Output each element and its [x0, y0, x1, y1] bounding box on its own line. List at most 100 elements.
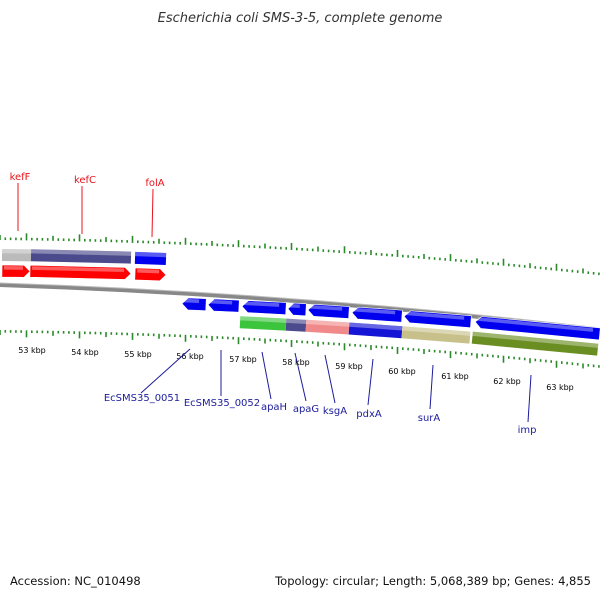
lower-feature-band-body	[305, 319, 350, 335]
gene-leader-line	[140, 348, 191, 394]
lower-feature-band-shine	[286, 318, 307, 325]
lower-feature-band	[401, 326, 471, 344]
forward-cds-arrow	[1, 264, 31, 278]
map-title: Escherichia coli SMS-3-5, complete genom…	[158, 11, 443, 26]
upper-gene-labels: kefF kefC folA	[10, 172, 165, 238]
forward-cds-arrow-body	[29, 264, 132, 280]
reverse-cds-arrow	[403, 310, 472, 329]
kbp-label: 58 kbp	[282, 358, 310, 367]
lower-feature-band-shine	[349, 322, 403, 331]
reverse-cds-arrow-body	[207, 298, 240, 313]
lower-feature-band-shine	[472, 331, 599, 348]
lower-feature-band-shine	[306, 319, 350, 327]
gene-label-ecsms35-0052[interactable]: EcSMS35_0052	[184, 398, 260, 409]
forward-cds-arrow-shine	[137, 268, 160, 274]
lower-feature-band	[305, 319, 350, 335]
lower-feature-band-shine	[240, 316, 287, 323]
reverse-cds-arrow-shine	[406, 311, 465, 320]
gene-leader-line	[429, 364, 434, 410]
reverse-cds-arrow-body	[474, 316, 600, 341]
gene-label-fola[interactable]: folA	[145, 178, 164, 189]
upper-feature-band-shine	[31, 249, 132, 256]
reverse-cds-arrow	[207, 298, 240, 313]
gene-label-ksga[interactable]: ksgA	[323, 406, 347, 417]
reverse-cds-arrow	[474, 316, 600, 341]
gene-label-kefc[interactable]: kefC	[74, 175, 96, 186]
upper-feature-band-shine	[2, 249, 32, 254]
reverse-cds-arrow-shine	[310, 305, 343, 311]
gene-leader-line	[324, 354, 336, 404]
accession-text: Accession: NC_010498	[10, 574, 141, 588]
forward-cds-arrow	[29, 264, 132, 280]
upper-feature-band	[134, 251, 167, 266]
kbp-label: 62 kbp	[493, 377, 521, 386]
kbp-scale: 53 kbp 54 kbp 55 kbp 56 kbp 57 kbp 58 kb…	[18, 346, 574, 392]
kbp-label: 56 kbp	[176, 352, 204, 361]
lower-feature-band-body	[285, 318, 307, 332]
reverse-cds-arrow-shine	[354, 307, 396, 315]
reverse-cds-arrow-body	[241, 300, 287, 315]
kbp-label: 63 kbp	[546, 383, 574, 392]
kbp-label: 55 kbp	[124, 350, 152, 359]
reverse-cds-arrow	[307, 304, 350, 319]
reverse-cds-arrow	[181, 297, 207, 311]
forward-cds-arrow-body	[1, 264, 31, 278]
lower-feature-band-body	[239, 316, 287, 331]
lower-feature-band	[285, 318, 307, 332]
reverse-cds-arrow-body	[403, 310, 472, 329]
lower-feature-band-body	[348, 322, 403, 339]
kbp-label: 60 kbp	[388, 367, 416, 376]
upper-feature-band	[30, 249, 132, 264]
forward-cds-arrow-body	[134, 267, 167, 282]
gene-label-keff[interactable]: kefF	[10, 172, 31, 183]
upper-feature-band-body	[134, 251, 167, 266]
kbp-label: 54 kbp	[71, 348, 99, 357]
tick-marks	[0, 233, 600, 369]
reverse-cds-arrow	[351, 306, 403, 323]
reverse-cds-arrow-body	[287, 302, 307, 317]
gene-label-pdxa[interactable]: pdxA	[356, 409, 382, 420]
lower-feature-band	[471, 331, 599, 356]
gene-label-ecsms35-0051[interactable]: EcSMS35_0051	[104, 393, 180, 404]
reverse-cds-arrow-shine	[210, 299, 233, 305]
gene-label-apag[interactable]: apaG	[293, 404, 319, 415]
reverse-cds-arrow-body	[307, 304, 350, 319]
forward-cds-arrow-shine	[4, 266, 24, 270]
upper-feature-band-body	[30, 249, 132, 264]
kbp-label: 53 kbp	[18, 346, 46, 355]
reverse-cds-arrow-shine	[184, 298, 200, 303]
kbp-label: 61 kbp	[441, 372, 469, 381]
kbp-label: 57 kbp	[229, 355, 257, 364]
kbp-label: 59 kbp	[335, 362, 363, 371]
genome-backbone-highlight	[0, 282, 600, 329]
reverse-cds-arrow-body	[351, 306, 403, 323]
gene-label-imp[interactable]: imp	[518, 425, 537, 436]
reverse-cds-arrow-shine	[244, 301, 280, 307]
lower-feature-band-body	[471, 331, 599, 356]
reverse-cds-arrow	[241, 300, 287, 315]
lower-feature-band-shine	[402, 326, 471, 336]
genome-stats-text: Topology: circular; Length: 5,068,389 bp…	[274, 574, 591, 588]
gene-label-apah[interactable]: apaH	[261, 402, 287, 413]
upper-feature-band	[1, 249, 32, 262]
gene-leader-line	[294, 352, 307, 402]
gene-leader-line	[367, 358, 374, 406]
reverse-cds-arrow-shine	[290, 303, 300, 309]
forward-cds-arrow	[134, 267, 167, 282]
gene-leader-line	[527, 374, 532, 423]
reverse-cds-arrow	[287, 302, 307, 317]
lower-feature-band-body	[401, 326, 471, 344]
gene-label-sura[interactable]: surA	[418, 413, 441, 424]
reverse-cds-arrow-body	[181, 297, 207, 311]
feature-tracks	[1, 249, 600, 356]
lower-feature-band	[239, 316, 287, 331]
gene-leader-line	[261, 351, 272, 400]
gene-leader-line	[151, 188, 154, 238]
lower-gene-labels: EcSMS35_0051 EcSMS35_0052 apaH apaG ksgA…	[104, 348, 537, 436]
upper-feature-band-body	[1, 249, 32, 262]
upper-feature-band-shine	[135, 251, 167, 258]
forward-cds-arrow-shine	[32, 266, 125, 273]
lower-feature-band	[348, 322, 403, 339]
